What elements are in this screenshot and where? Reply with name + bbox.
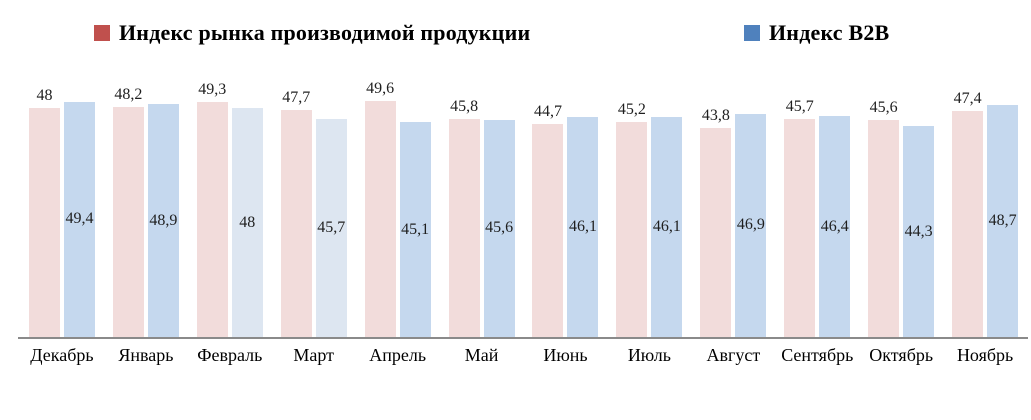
- x-axis-label: Декабрь: [30, 345, 94, 365]
- bar-value-label: 46,1: [568, 218, 597, 236]
- bar-value-label: 49,3: [198, 81, 227, 99]
- bar-group: 47,4 48,7: [943, 75, 1027, 337]
- bar-value-label: 49,6: [366, 79, 395, 97]
- bar-value-label: 45,2: [617, 100, 646, 118]
- bar-b2b-index: 48: [231, 108, 263, 337]
- bar-value-label: 46,1: [652, 218, 681, 236]
- x-axis-label: Октябрь: [869, 345, 934, 365]
- x-axis-line: [18, 337, 1028, 339]
- bar-b2b-index: 45,7: [315, 119, 347, 337]
- x-axis-label: Ноябрь: [956, 345, 1014, 365]
- legend-label-b2b-index: Индекс B2B: [769, 20, 890, 45]
- x-axis-label: Январь: [118, 345, 174, 365]
- bar-value-label: 48,2: [114, 86, 143, 104]
- bar-market-index: 47,4: [952, 90, 984, 337]
- legend-marker-market-index: [94, 25, 110, 41]
- bar-market-index: 44,7: [532, 103, 564, 337]
- bar-value-label: 45,1: [401, 220, 430, 238]
- bar-market-index: 45,8: [448, 98, 480, 337]
- bar-group: 48,2 48,9: [104, 75, 188, 337]
- bar-market-index: 45,7: [784, 98, 816, 337]
- bar-market-index: 49,3: [196, 81, 228, 337]
- bar-value-label: 45,6: [869, 98, 898, 116]
- bar-group: 45,7 46,4: [775, 75, 859, 337]
- bar-value-label: 44,7: [533, 103, 562, 121]
- bar-value-label: 44,3: [904, 222, 933, 240]
- bar-b2b-index: 48,7: [987, 105, 1019, 337]
- bar-value-label: 47,4: [953, 90, 982, 108]
- x-axis-label: Апрель: [369, 345, 427, 365]
- x-axis-label: Февраль: [197, 345, 263, 365]
- bar-group: 45,8 45,6: [440, 75, 524, 337]
- legend-item-b2b-index: Индекс B2B: [744, 18, 889, 48]
- legend-item-market-index: Индекс рынка производимой продукции: [94, 18, 530, 48]
- bar-b2b-index: 45,6: [483, 119, 515, 337]
- bar-b2b-index: 46,4: [819, 116, 851, 337]
- bar-value-label: 46,4: [820, 217, 849, 235]
- bar-group: 47,7 45,7: [272, 75, 356, 337]
- bar-b2b-index: 45,1: [399, 122, 431, 337]
- bar-b2b-index: 46,9: [735, 113, 767, 337]
- x-axis-label: Июль: [627, 345, 672, 365]
- bar-value-label: 45,7: [785, 98, 814, 116]
- bar-group: 49,3 48: [188, 75, 272, 337]
- bar-market-index: 45,6: [868, 99, 900, 337]
- x-axis-label: Июнь: [543, 345, 588, 365]
- bar-value-label: 46,9: [736, 216, 765, 234]
- bar-group: 48 49,4: [20, 75, 104, 337]
- bar-b2b-index: 46,1: [651, 117, 683, 337]
- legend-label-market-index: Индекс рынка производимой продукции: [119, 20, 531, 45]
- bar-value-label: 48,9: [149, 211, 178, 229]
- plot-area: 48 49,4 48,2 48,9 49,3 48 47,7 45,7 49,6 45,1 45,8…: [20, 75, 1027, 337]
- bar-value-label: 45,7: [317, 219, 346, 237]
- x-axis-label: Март: [293, 345, 335, 365]
- bar-market-index: 47,7: [280, 89, 312, 337]
- legend-marker-b2b-index: [744, 25, 760, 41]
- bar-value-label: 48: [239, 213, 256, 231]
- bar-group: 44,7 46,1: [524, 75, 608, 337]
- bar-market-index: 45,2: [616, 101, 648, 337]
- x-axis-label: Август: [706, 345, 761, 365]
- bar-value-label: 48: [36, 87, 53, 105]
- bar-market-index: 48: [28, 87, 60, 337]
- bar-value-label: 48,7: [988, 212, 1017, 229]
- bar-value-label: 49,4: [65, 210, 94, 228]
- bar-group: 49,6 45,1: [356, 75, 440, 337]
- bar-b2b-index: 49,4: [63, 101, 95, 337]
- bar-market-index: 43,8: [700, 107, 732, 337]
- bar-market-index: 48,2: [112, 86, 144, 337]
- bar-b2b-index: 48,9: [147, 104, 179, 337]
- bar-group: 45,6 44,3: [859, 75, 943, 337]
- x-axis-labels: Декабрь Январь Февраль Март Апрель Май Июнь Июл…: [20, 345, 1027, 366]
- bar-group: 45,2 46,1: [607, 75, 691, 337]
- bar-market-index: 49,6: [364, 80, 396, 337]
- bar-value-label: 47,7: [282, 88, 311, 106]
- bar-b2b-index: 44,3: [903, 126, 935, 337]
- bar-value-label: 45,8: [450, 97, 479, 115]
- bar-value-label: 45,6: [485, 219, 514, 237]
- bar-value-label: 43,8: [701, 107, 730, 125]
- bar-group: 43,8 46,9: [691, 75, 775, 337]
- x-axis-label: Сентябрь: [781, 345, 854, 365]
- bar-b2b-index: 46,1: [567, 117, 599, 337]
- x-axis-label: Май: [464, 345, 499, 365]
